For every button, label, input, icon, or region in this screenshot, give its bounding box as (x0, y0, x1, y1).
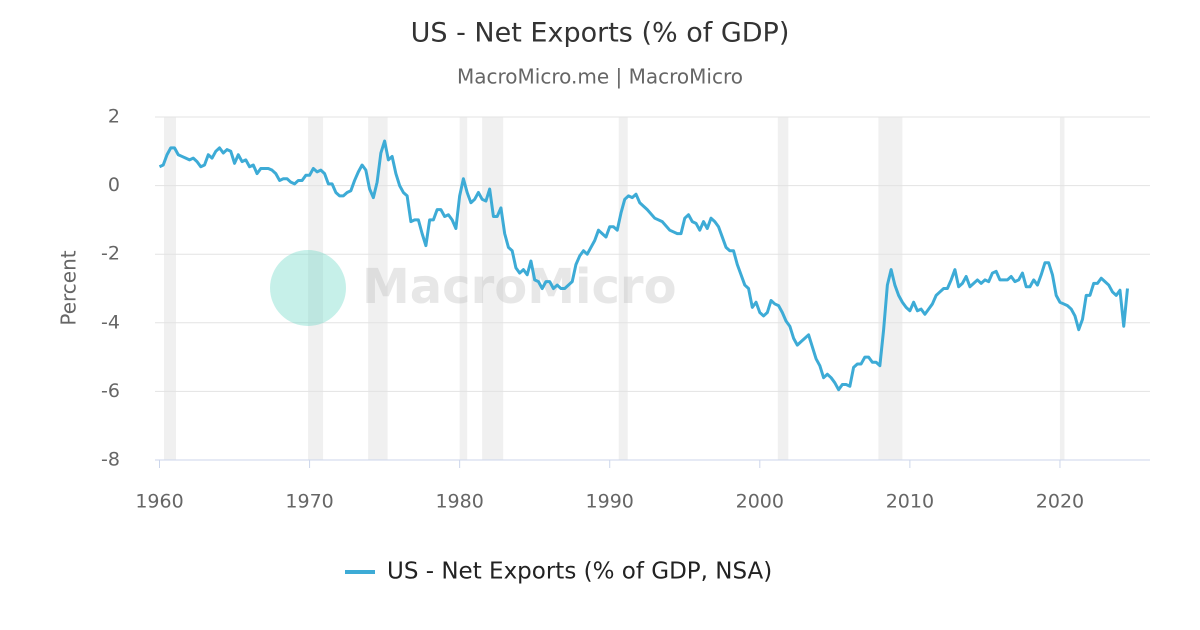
x-tick-label: 2020 (1036, 491, 1084, 513)
x-tick-label: 1980 (435, 491, 483, 513)
legend-label: US - Net Exports (% of GDP, NSA) (387, 559, 772, 585)
y-tick-label: -2 (101, 243, 120, 265)
x-tick-label: 1970 (285, 491, 333, 513)
y-tick-label: -4 (101, 311, 120, 333)
chart-subtitle: MacroMicro.me | MacroMicro (457, 65, 743, 89)
x-tick-label: 2000 (736, 491, 784, 513)
y-tick-label: -6 (101, 380, 120, 402)
shaded-period (308, 117, 324, 460)
shaded-period (482, 117, 504, 460)
x-tick-label: 2010 (886, 491, 934, 513)
y-tick-label: 2 (108, 106, 120, 128)
y-tick-label: -8 (101, 449, 120, 471)
x-tick-label: 1990 (586, 491, 634, 513)
watermark-text: MacroMicro (362, 259, 677, 315)
shaded-period (777, 117, 789, 460)
data-line (158, 139, 1129, 392)
shaded-period (459, 117, 468, 460)
y-tick-label: 0 (108, 174, 120, 196)
watermark: MacroMicro (270, 250, 677, 326)
x-tick-label: 1960 (135, 491, 183, 513)
shaded-period (1059, 117, 1065, 460)
shaded-period (164, 117, 177, 460)
shaded-period (618, 117, 628, 460)
watermark-logo (270, 250, 346, 326)
chart-title: US - Net Exports (% of GDP) (411, 18, 790, 49)
shaded-period (878, 117, 903, 460)
y-axis-label: Percent (57, 250, 81, 325)
shaded-period (368, 117, 388, 460)
